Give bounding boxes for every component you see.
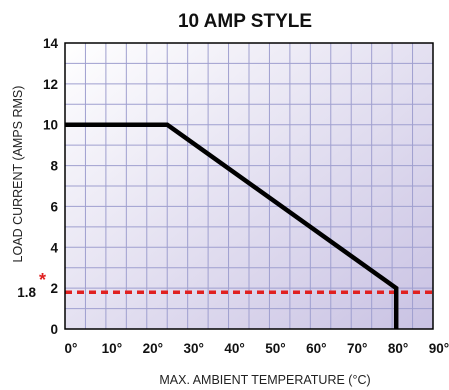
x-tick-label: 20° [143,341,163,356]
chart-title: 10 AMP STYLE [178,11,312,32]
plot-frame [64,42,434,330]
y-tick-label: 4 [50,240,58,255]
reference-line-asterisk: * [39,270,46,290]
y-tick-label: 10 [43,118,58,133]
series-line [65,122,399,329]
y-tick-label: 8 [50,159,58,174]
y-axis-label: LOAD CURRENT (AMPS RMS) [11,86,25,263]
x-tick-label: 50° [265,341,285,356]
x-tick-label: 90° [429,341,449,356]
x-tick-label: 60° [306,341,326,356]
series [65,122,399,329]
x-tick-label: 10° [102,341,122,356]
y-tick-label: 6 [50,199,58,214]
y-tick-label: 2 [50,281,58,296]
frame [64,42,434,330]
x-tick-label: 40° [224,341,244,356]
x-tick-label: 80° [388,341,408,356]
x-tick-label: 0° [65,341,78,356]
x-tick-label: 30° [183,341,203,356]
y-tick-labels: 0 2 4 6 8 10 12 14 [43,36,59,337]
y-tick-label: 12 [43,77,58,92]
x-tick-labels: 0° 10° 20° 30° 40° 50° 60° 70° 80° 90° [65,341,449,356]
x-axis-label: MAX. AMBIENT TEMPERATURE (°C) [159,373,370,387]
y-tick-label: 0 [50,322,58,337]
x-tick-label: 70° [347,341,367,356]
y-tick-label: 14 [43,36,59,51]
reference-lines: 1.8* [17,270,433,300]
reference-line-label: 1.8 [17,285,36,300]
